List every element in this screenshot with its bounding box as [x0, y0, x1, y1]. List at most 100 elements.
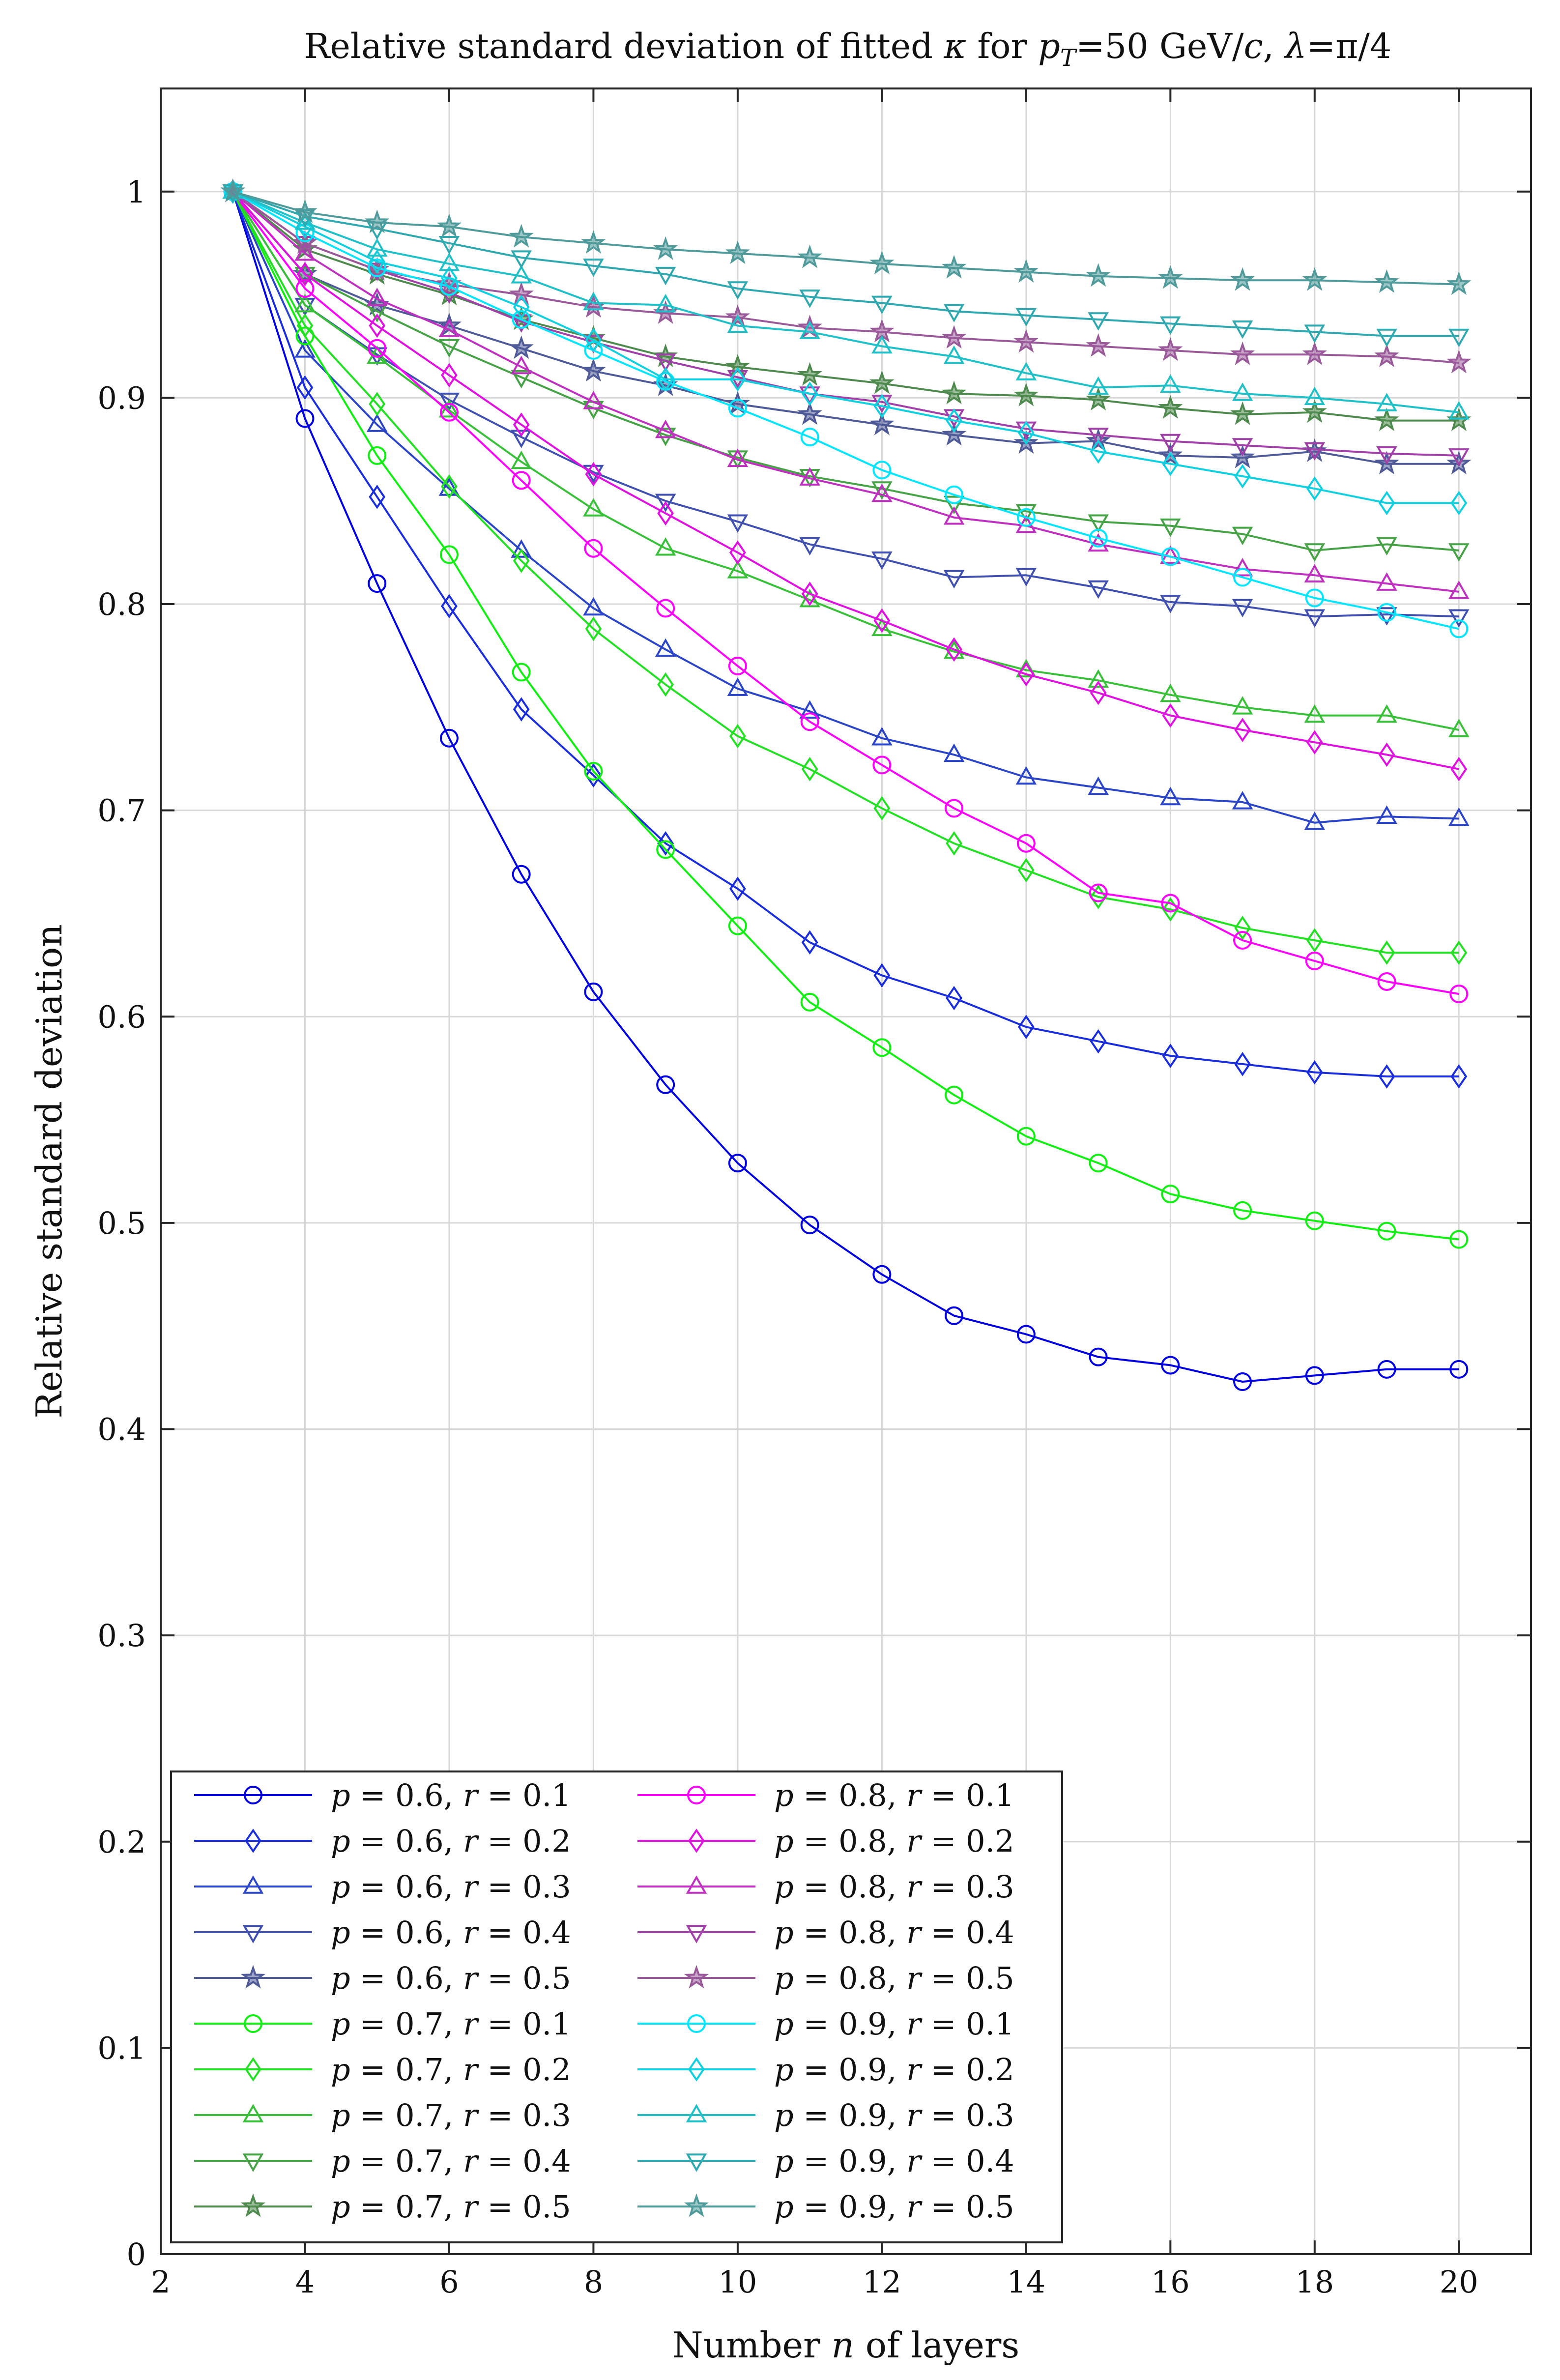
data-point: [296, 375, 314, 400]
x-axis-title: Number n of layers: [672, 2324, 1019, 2366]
data-point: [1378, 940, 1395, 965]
data-point: [871, 727, 893, 746]
legend-label: p = 0.7, r = 0.5: [331, 2189, 571, 2225]
legend-label: p = 0.6, r = 0.4: [331, 1915, 571, 1950]
data-point: [584, 761, 603, 781]
series-line: [231, 191, 1459, 954]
data-point: [1232, 438, 1253, 457]
data-point: [369, 392, 386, 416]
legend-marker: [245, 1829, 261, 1853]
data-point: [655, 353, 676, 372]
series-p-0-6-r-0-4: [222, 184, 1470, 628]
data-point: [1448, 580, 1470, 599]
data-point: [727, 514, 749, 533]
legend-entry: p = 0.6, r = 0.5: [194, 1960, 571, 1996]
data-point: [438, 235, 460, 255]
data-point: [1013, 259, 1039, 283]
data-point: [1374, 269, 1399, 293]
legend-box: [170, 1770, 1063, 2243]
data-point: [366, 238, 388, 257]
y-tick-label: 0.1: [97, 2030, 146, 2066]
legend-marker: [244, 2014, 262, 2033]
data-point: [1304, 609, 1326, 628]
data-point: [1232, 599, 1253, 617]
data-point: [1233, 1372, 1252, 1392]
data-point: [1162, 1044, 1179, 1068]
data-point: [1230, 341, 1255, 365]
series-line: [232, 191, 1459, 457]
data-point: [869, 411, 895, 435]
legend-marker: [244, 1786, 262, 1804]
data-point: [727, 560, 749, 579]
data-point: [1304, 704, 1326, 723]
data-point: [1234, 718, 1251, 742]
data-point: [1378, 742, 1395, 767]
legend-entry: p = 0.8, r = 0.5: [637, 1960, 1014, 1996]
series-layer: [220, 178, 1472, 1392]
data-point: [294, 211, 316, 230]
data-point: [1376, 805, 1397, 824]
legend-marker: [687, 1786, 706, 1804]
data-point: [727, 677, 749, 696]
data-point: [727, 314, 749, 333]
data-point: [1230, 401, 1255, 425]
legend-label: p = 0.6, r = 0.1: [331, 1777, 571, 1813]
legend-marker: [242, 2104, 264, 2122]
legend: p = 0.6, r = 0.1 p = 0.6, r = 0.2 p = 0.6,…: [170, 1770, 1063, 2243]
data-point: [797, 362, 822, 386]
data-point: [943, 495, 965, 515]
series-p-0-7-r-0-2: [224, 179, 1468, 965]
data-point: [871, 617, 893, 637]
data-point: [292, 199, 318, 223]
legend-entry: p = 0.8, r = 0.4: [637, 1915, 1014, 1950]
data-point: [801, 930, 818, 955]
data-point: [946, 637, 962, 662]
legend-marker: [686, 2153, 707, 2172]
series-p-0-9-r-0-4: [222, 184, 1470, 348]
series-line: [232, 191, 1459, 995]
legend-label: p = 0.7, r = 0.2: [331, 2052, 571, 2088]
data-point: [1086, 333, 1111, 357]
data-point: [1305, 588, 1324, 608]
data-point: [797, 401, 822, 425]
legend-marker: [242, 1875, 264, 1894]
data-point: [945, 485, 964, 504]
legend-label: p = 0.8, r = 0.1: [774, 1777, 1014, 1813]
data-point: [1305, 1211, 1324, 1230]
data-point: [872, 1038, 892, 1057]
legend-marker: [242, 1925, 264, 1944]
data-point: [294, 293, 316, 313]
data-point: [1304, 386, 1326, 406]
legend-label: p = 0.9, r = 0.1: [774, 2006, 1014, 2042]
data-point: [873, 608, 891, 633]
data-point: [511, 265, 532, 284]
data-point: [1088, 533, 1109, 552]
data-point: [583, 464, 604, 484]
data-point: [655, 293, 676, 313]
data-point: [1017, 662, 1035, 687]
data-point: [585, 763, 602, 788]
legend-label: p = 0.7, r = 0.4: [331, 2143, 571, 2179]
data-point: [943, 570, 965, 589]
data-point: [1160, 595, 1181, 613]
data-point: [872, 755, 892, 775]
data-point: [365, 209, 390, 233]
data-point: [941, 422, 967, 446]
data-point: [728, 1154, 747, 1173]
legend-entry: p = 0.6, r = 0.2: [194, 1823, 571, 1859]
series-p-0-8-r-0-1: [223, 182, 1469, 1004]
data-point: [727, 448, 749, 467]
x-tick-label: 4: [295, 2264, 315, 2300]
data-point: [368, 259, 387, 278]
data-point: [1090, 1029, 1107, 1054]
legend-entry: p = 0.7, r = 0.5: [194, 2189, 571, 2225]
data-point: [1015, 766, 1037, 785]
data-point: [513, 294, 530, 319]
data-point: [1305, 1366, 1324, 1385]
data-point: [292, 230, 318, 254]
data-point: [1449, 1360, 1469, 1379]
data-point: [1161, 1356, 1180, 1375]
legend-label: p = 0.9, r = 0.2: [774, 2052, 1014, 2088]
data-point: [581, 230, 606, 254]
data-point: [1304, 564, 1326, 583]
